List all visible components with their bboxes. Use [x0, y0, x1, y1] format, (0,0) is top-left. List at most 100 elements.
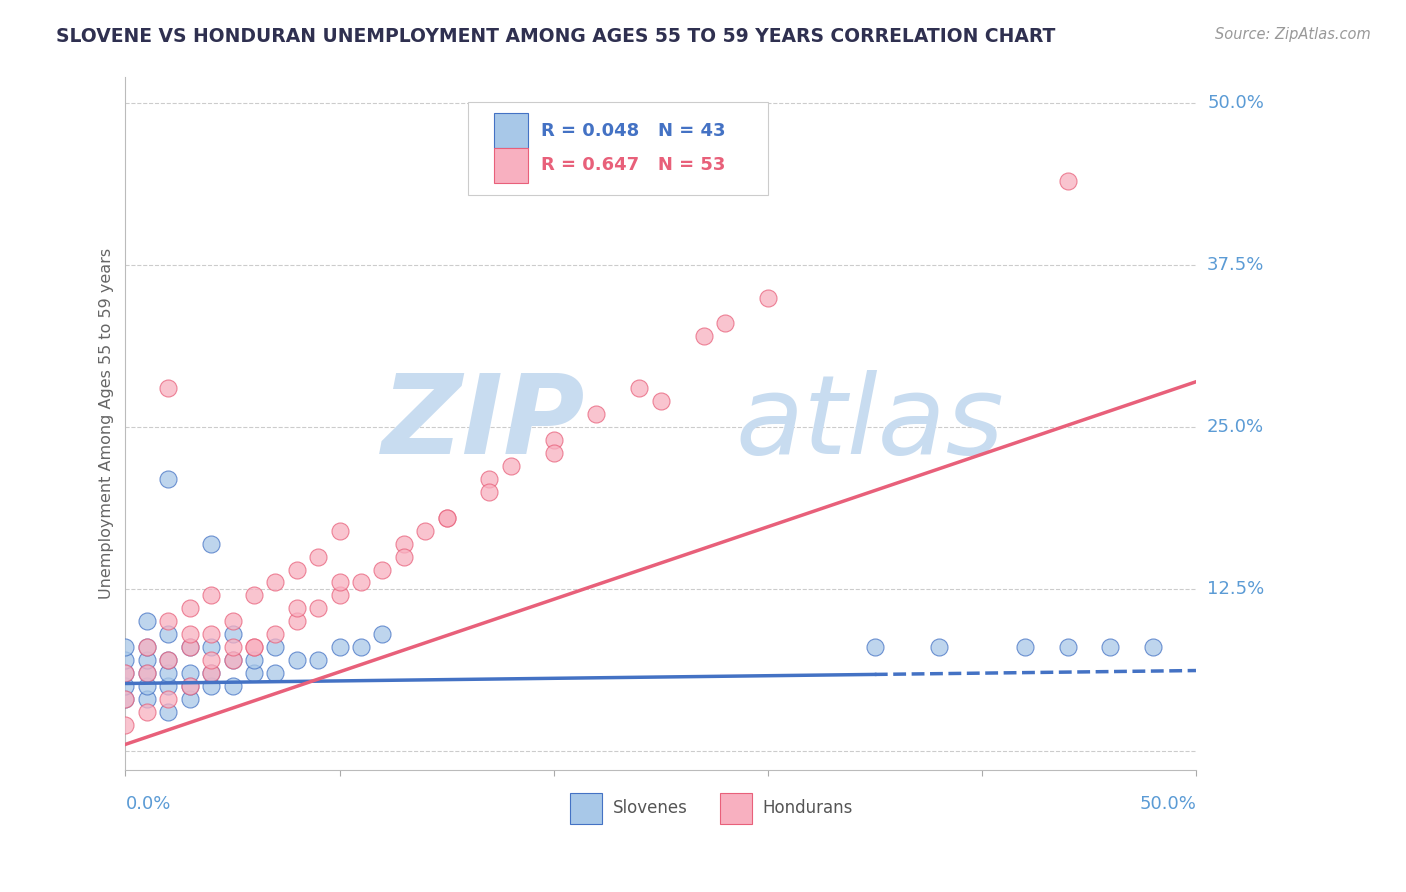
Point — [179, 627, 201, 641]
Point — [543, 446, 565, 460]
Y-axis label: Unemployment Among Ages 55 to 59 years: Unemployment Among Ages 55 to 59 years — [100, 248, 114, 599]
Point — [221, 627, 243, 641]
Text: R = 0.647   N = 53: R = 0.647 N = 53 — [541, 156, 725, 175]
Point — [157, 653, 180, 667]
Point — [243, 640, 266, 655]
Text: 12.5%: 12.5% — [1208, 580, 1264, 598]
Point — [307, 549, 329, 564]
Text: Slovenes: Slovenes — [613, 799, 688, 817]
Point — [200, 653, 222, 667]
Point — [264, 575, 287, 590]
Point — [371, 627, 394, 641]
Point — [135, 640, 157, 655]
Point — [1099, 640, 1122, 655]
Point — [157, 615, 180, 629]
Point — [264, 627, 287, 641]
Point — [499, 458, 522, 473]
Point — [628, 381, 651, 395]
Point — [179, 679, 201, 693]
Point — [264, 640, 287, 655]
Point — [221, 640, 243, 655]
Bar — [569, 793, 602, 824]
Point — [329, 640, 352, 655]
Point — [221, 679, 243, 693]
Point — [200, 536, 222, 550]
Bar — [494, 148, 529, 183]
Point — [157, 705, 180, 719]
Point — [179, 666, 201, 681]
Point — [350, 640, 373, 655]
Point — [135, 679, 157, 693]
Text: 0.0%: 0.0% — [125, 795, 172, 814]
Point — [392, 536, 415, 550]
Point — [863, 640, 886, 655]
Point — [436, 510, 458, 524]
Point — [285, 562, 308, 576]
Point — [756, 291, 779, 305]
Point — [264, 666, 287, 681]
Point — [478, 484, 501, 499]
Point — [692, 329, 714, 343]
Point — [329, 524, 352, 538]
Point — [179, 640, 201, 655]
Text: 25.0%: 25.0% — [1208, 418, 1264, 436]
Point — [1056, 174, 1078, 188]
Point — [114, 640, 136, 655]
Point — [135, 705, 157, 719]
Point — [135, 640, 157, 655]
Point — [307, 653, 329, 667]
Point — [650, 394, 672, 409]
Text: Source: ZipAtlas.com: Source: ZipAtlas.com — [1215, 27, 1371, 42]
Point — [928, 640, 950, 655]
Point — [543, 433, 565, 447]
Point — [157, 472, 180, 486]
FancyBboxPatch shape — [468, 102, 768, 195]
Point — [157, 679, 180, 693]
Text: 50.0%: 50.0% — [1208, 95, 1264, 112]
Point — [114, 718, 136, 732]
Text: SLOVENE VS HONDURAN UNEMPLOYMENT AMONG AGES 55 TO 59 YEARS CORRELATION CHART: SLOVENE VS HONDURAN UNEMPLOYMENT AMONG A… — [56, 27, 1056, 45]
Point — [179, 679, 201, 693]
Point — [221, 653, 243, 667]
Point — [135, 692, 157, 706]
Point — [285, 615, 308, 629]
Bar — [720, 793, 752, 824]
Point — [307, 601, 329, 615]
Point — [243, 589, 266, 603]
Text: 37.5%: 37.5% — [1208, 256, 1264, 274]
Point — [243, 666, 266, 681]
Point — [243, 653, 266, 667]
Point — [200, 666, 222, 681]
Point — [392, 549, 415, 564]
Point — [243, 640, 266, 655]
Text: atlas: atlas — [735, 370, 1004, 477]
Point — [135, 615, 157, 629]
Point — [200, 679, 222, 693]
Point — [157, 627, 180, 641]
Point — [1056, 640, 1078, 655]
Point — [1142, 640, 1164, 655]
Point — [478, 472, 501, 486]
Point — [329, 589, 352, 603]
Point — [135, 653, 157, 667]
Point — [221, 653, 243, 667]
Point — [350, 575, 373, 590]
Point — [714, 317, 737, 331]
Point — [157, 692, 180, 706]
Text: ZIP: ZIP — [382, 370, 586, 477]
Point — [200, 589, 222, 603]
Point — [436, 510, 458, 524]
Point — [179, 601, 201, 615]
Point — [114, 653, 136, 667]
Point — [329, 575, 352, 590]
Text: R = 0.048   N = 43: R = 0.048 N = 43 — [541, 122, 725, 140]
Point — [585, 407, 607, 421]
Point — [114, 692, 136, 706]
Point — [179, 640, 201, 655]
Point — [200, 666, 222, 681]
Point — [157, 653, 180, 667]
Bar — [494, 113, 529, 148]
Text: Hondurans: Hondurans — [762, 799, 853, 817]
Point — [1014, 640, 1036, 655]
Point — [285, 601, 308, 615]
